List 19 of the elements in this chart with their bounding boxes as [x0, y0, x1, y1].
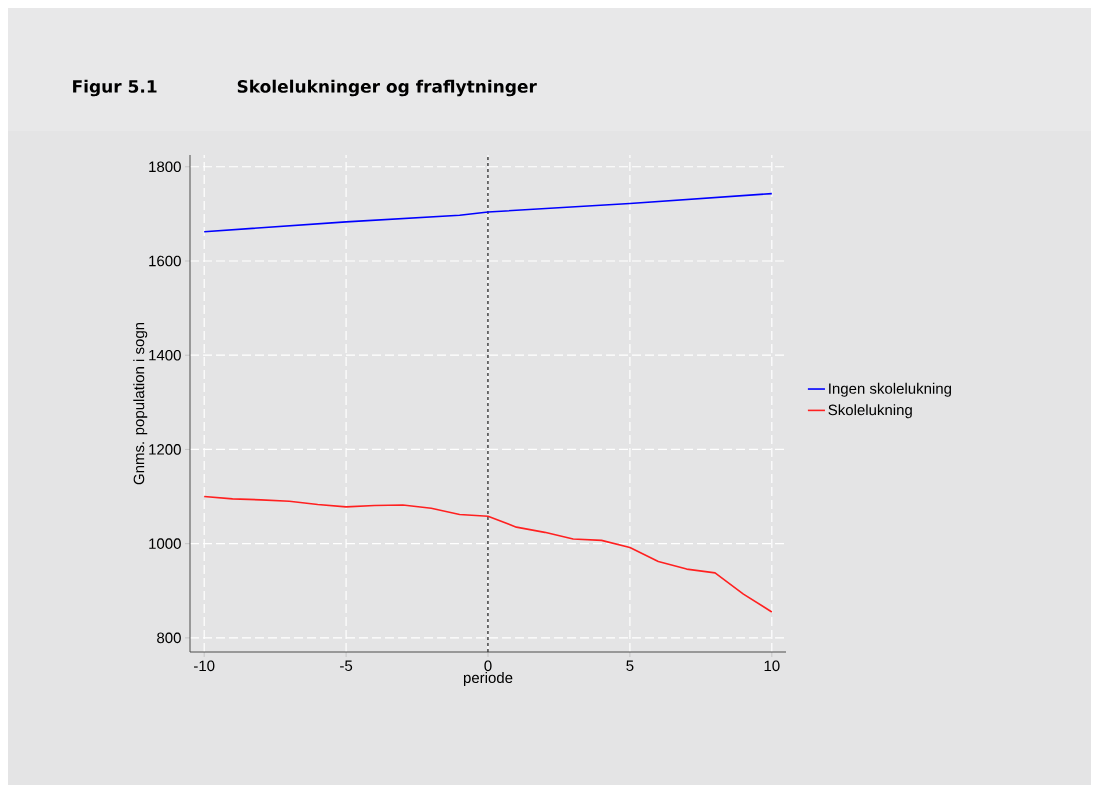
- x-tick-label: 10: [764, 660, 780, 672]
- x-tick-label: 0: [484, 660, 492, 672]
- chart-title: Figur 5.1: [73, 79, 157, 97]
- y-tick-label: 1400: [149, 349, 181, 361]
- x-tick-label: -5: [340, 660, 353, 671]
- x-tick-label: -10: [194, 660, 215, 672]
- y-tick-label: 1200: [149, 444, 181, 455]
- chart-subtitle: Skolelukninger og fraflytninger: [237, 79, 537, 97]
- legend-label: Skolelukning: [828, 404, 912, 419]
- y-tick-label: 800: [157, 632, 181, 644]
- y-tick-label: 1000: [149, 538, 181, 549]
- line-series: [203, 495, 773, 613]
- y-tick-label: 1600: [149, 255, 181, 267]
- x-tick-label: 5: [626, 660, 634, 671]
- y-axis-title: Gnms. population i sogn: [133, 322, 148, 485]
- line-series: [203, 192, 773, 233]
- y-tick-label: 1800: [149, 161, 181, 173]
- x-axis-title: periode: [463, 672, 513, 686]
- legend-label: Ingen skolelukning: [829, 382, 952, 397]
